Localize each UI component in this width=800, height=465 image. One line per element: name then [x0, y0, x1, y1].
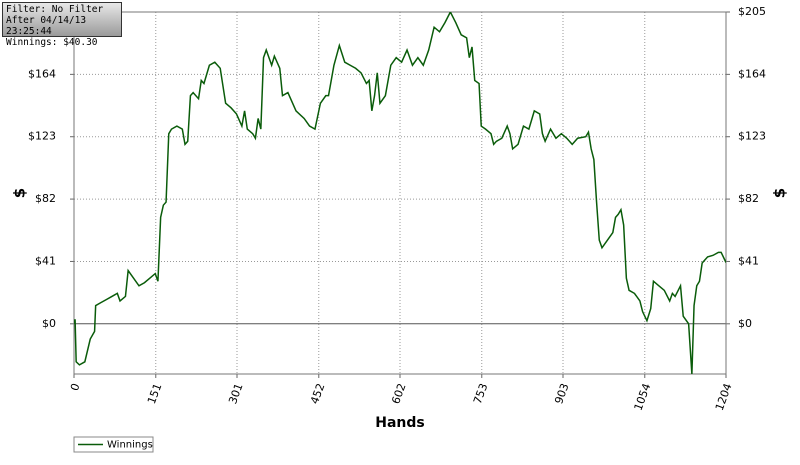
x-axis-label: Hands: [375, 415, 425, 431]
y-tick-label: $0: [42, 317, 56, 330]
x-tick-label: 602: [389, 382, 408, 406]
legend-label: Winnings: [107, 440, 153, 451]
x-tick-label: 151: [145, 382, 164, 406]
x-tick-label: 753: [471, 382, 490, 406]
y2-tick-label: $0: [738, 317, 752, 330]
y2-tick-label: $164: [738, 67, 766, 80]
x-tick-label: 452: [308, 382, 327, 406]
x-tick-label: 903: [552, 382, 571, 406]
plot-frame: [73, 11, 727, 375]
y-tick-label: $41: [35, 254, 56, 267]
y2-tick-label: $82: [738, 192, 759, 205]
y-tick-label: $82: [35, 192, 56, 205]
y-tick-label: $164: [28, 67, 56, 80]
y-tick-label: $123: [28, 130, 56, 143]
winnings-text: Winnings: $40.30: [6, 37, 98, 48]
y2-tick-label: $41: [738, 254, 759, 267]
x-tick-label: 0: [68, 382, 83, 393]
filter-text: Filter: No Filter: [6, 4, 104, 15]
x-tick-label: 1054: [632, 382, 654, 413]
y-axis-label: $: [11, 188, 29, 198]
date-text: After 04/14/13 23:25:44: [6, 15, 87, 37]
data-line: [74, 12, 726, 374]
info-box: Filter: No Filter After 04/14/13 23:25:4…: [2, 2, 122, 48]
x-tick-label: 1204: [713, 382, 735, 413]
y2-tick-label: $205: [738, 5, 766, 18]
y2-tick-label: $123: [738, 130, 766, 143]
y2-axis-label: $: [771, 188, 789, 198]
x-tick-label: 301: [226, 382, 245, 406]
legend-box: [73, 436, 154, 453]
